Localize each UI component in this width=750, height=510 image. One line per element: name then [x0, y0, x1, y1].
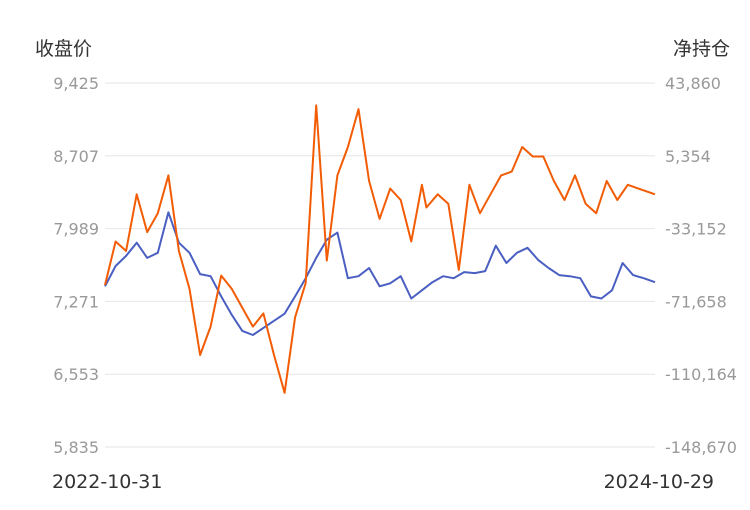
left-tick-label: 5,835 [53, 438, 99, 457]
left-tick-label: 7,271 [53, 292, 99, 311]
left-tick-label: 9,425 [53, 74, 99, 93]
right-tick-label: 5,354 [665, 147, 711, 166]
series-line-right-axis [104, 104, 656, 394]
left-axis-title: 收盘价 [35, 38, 92, 60]
right-tick-label: -71,658 [665, 292, 727, 311]
right-tick-label: -110,164 [665, 365, 737, 384]
right-tick-label: -33,152 [665, 220, 727, 239]
series-line-left-axis [104, 211, 656, 336]
gridlines [105, 82, 655, 448]
left-tick-label: 7,989 [53, 220, 99, 239]
x-end-label: 2024-10-29 [604, 471, 714, 493]
x-start-label: 2022-10-31 [52, 471, 162, 493]
left-tick-label: 8,707 [53, 147, 99, 166]
right-tick-label: -148,670 [665, 438, 737, 457]
left-tick-label: 6,553 [53, 365, 99, 384]
right-axis-ticks: 43,860 5,354 -33,152 -71,658 -110,164 -148,67… [665, 74, 737, 457]
right-tick-label: 43,860 [665, 74, 721, 93]
series-lines [104, 104, 656, 394]
left-axis-ticks: 9,425 8,707 7,989 7,271 6,553 5,835 [53, 74, 99, 457]
right-axis-title: 净持仓 [673, 38, 730, 60]
